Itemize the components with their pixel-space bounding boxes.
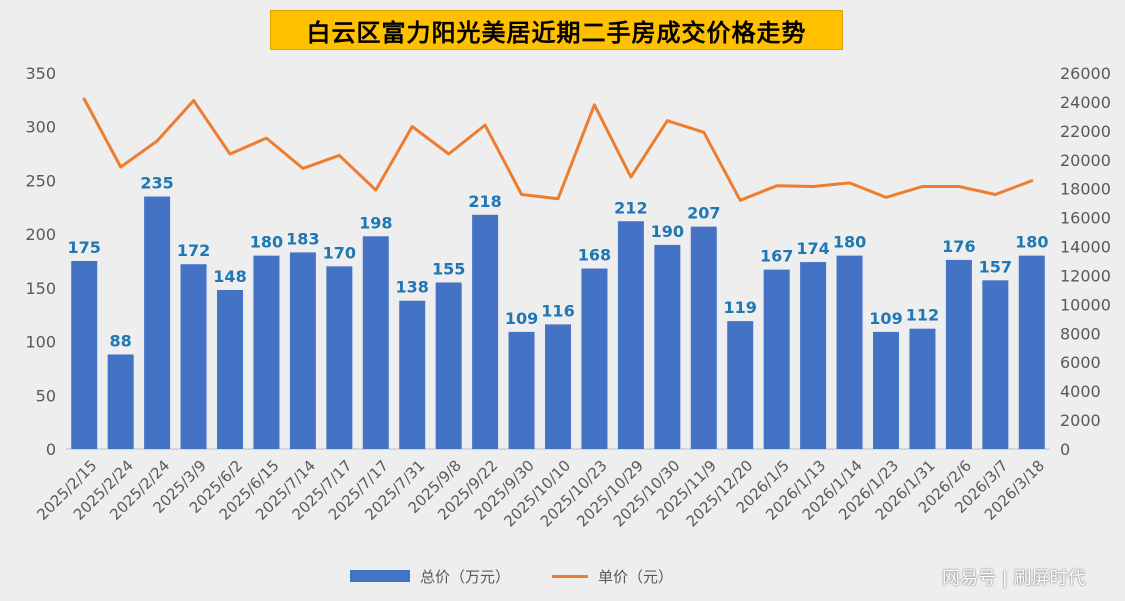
bar: [945, 259, 972, 449]
bar: [144, 196, 171, 449]
bar-data-label: 138: [396, 278, 429, 297]
bar-data-label: 116: [541, 301, 574, 320]
y-right-tick: 0: [1060, 440, 1070, 459]
bar: [435, 282, 462, 449]
bar: [982, 280, 1009, 449]
bar-data-label: 176: [942, 237, 975, 256]
bar: [399, 300, 426, 449]
y-left-tick: 100: [25, 333, 56, 352]
bar-data-label: 180: [1015, 233, 1048, 252]
legend-item-unit: 单价（元）: [552, 566, 673, 587]
x-axis-ticks: 2025/2/152025/2/242025/2/242025/3/92025/…: [33, 457, 1048, 531]
bar-data-label: 180: [250, 233, 283, 252]
bar: [362, 236, 389, 449]
bar: [253, 255, 280, 449]
bar-data-label: 218: [468, 192, 501, 211]
bar: [690, 226, 717, 449]
bar-data-label: 168: [578, 246, 611, 265]
bar-series: [71, 196, 1045, 449]
bar: [107, 354, 134, 449]
bar-data-label: 88: [110, 331, 132, 350]
y-left-tick: 0: [46, 440, 56, 459]
price-line: [82, 97, 1034, 202]
bar-data-label: 167: [760, 247, 793, 266]
bar-data-label: 212: [614, 198, 647, 217]
legend-label-total: 总价（万元）: [420, 567, 511, 586]
y-left-tick: 150: [25, 279, 56, 298]
bar-data-label: 157: [979, 257, 1012, 276]
bar-data-label: 170: [323, 243, 356, 262]
bar-data-label: 180: [833, 233, 866, 252]
bar: [727, 321, 754, 449]
bar-data-label: 175: [68, 238, 101, 257]
y-right-tick: 12000: [1060, 266, 1111, 285]
bar: [71, 261, 98, 449]
line-series: [82, 97, 1034, 202]
y-right-tick: 6000: [1060, 353, 1101, 372]
bar: [545, 324, 571, 449]
y-right-tick: 18000: [1060, 180, 1111, 199]
bar: [617, 221, 644, 449]
y-right-tick: 26000: [1060, 64, 1111, 83]
bar-data-label: 172: [177, 241, 210, 260]
legend-label-unit: 单价（元）: [598, 567, 674, 586]
bar: [217, 290, 243, 449]
y-right-tick: 8000: [1060, 324, 1101, 343]
legend-line-swatch: [552, 574, 589, 578]
y-right-tick: 10000: [1060, 295, 1111, 314]
bar-data-label: 148: [213, 267, 246, 286]
bar-data-label: 109: [869, 309, 902, 328]
bar: [836, 255, 863, 449]
bar-data-label: 112: [906, 306, 939, 325]
bar-data-label: 119: [724, 298, 757, 317]
y-right-tick: 4000: [1060, 382, 1101, 401]
legend-bar-swatch: [350, 570, 410, 582]
bar: [654, 244, 681, 449]
y-right-tick: 2000: [1060, 411, 1101, 430]
watermark: 网易号 | 刷屏时代: [942, 568, 1086, 589]
bar-data-label: 235: [140, 174, 173, 193]
y-right-tick: 20000: [1060, 151, 1111, 170]
y-right-tick: 24000: [1060, 93, 1111, 112]
legend-item-total: 总价（万元）: [350, 566, 510, 587]
y-right-tick: 14000: [1060, 238, 1111, 257]
bar: [508, 331, 535, 449]
bar: [581, 268, 608, 449]
bar: [873, 331, 899, 449]
bar: [472, 214, 499, 449]
bar-data-label: 174: [796, 239, 829, 258]
y-left-tick: 300: [25, 118, 56, 137]
bar: [800, 262, 827, 449]
chart-title: 白云区富力阳光美居近期二手房成交价格走势: [270, 10, 843, 50]
bar-data-label: 155: [432, 259, 465, 278]
chart-axes: 0 50 100 150 200 250 300 350 0 2000 4000 6000 8000 10…: [25, 64, 1110, 459]
bar: [763, 269, 790, 449]
bar-data-label: 109: [505, 309, 538, 328]
bar-data-label: 198: [359, 213, 392, 232]
y-right-tick: 22000: [1060, 122, 1111, 141]
bar: [289, 252, 316, 449]
legend: 总价（万元） 单价（元）: [350, 565, 715, 587]
bar: [1018, 255, 1045, 449]
y-left-tick: 200: [25, 225, 56, 244]
bar: [909, 328, 936, 449]
bar-data-label: 190: [651, 222, 684, 241]
bar: [326, 266, 353, 449]
y-right-tick: 16000: [1060, 209, 1111, 228]
bar-data-label: 207: [687, 204, 720, 223]
y-left-tick: 350: [25, 64, 56, 83]
bar: [180, 264, 207, 449]
bar-data-label: 183: [286, 229, 319, 248]
y-left-tick: 250: [25, 171, 56, 190]
y-left-tick: 50: [36, 386, 56, 405]
